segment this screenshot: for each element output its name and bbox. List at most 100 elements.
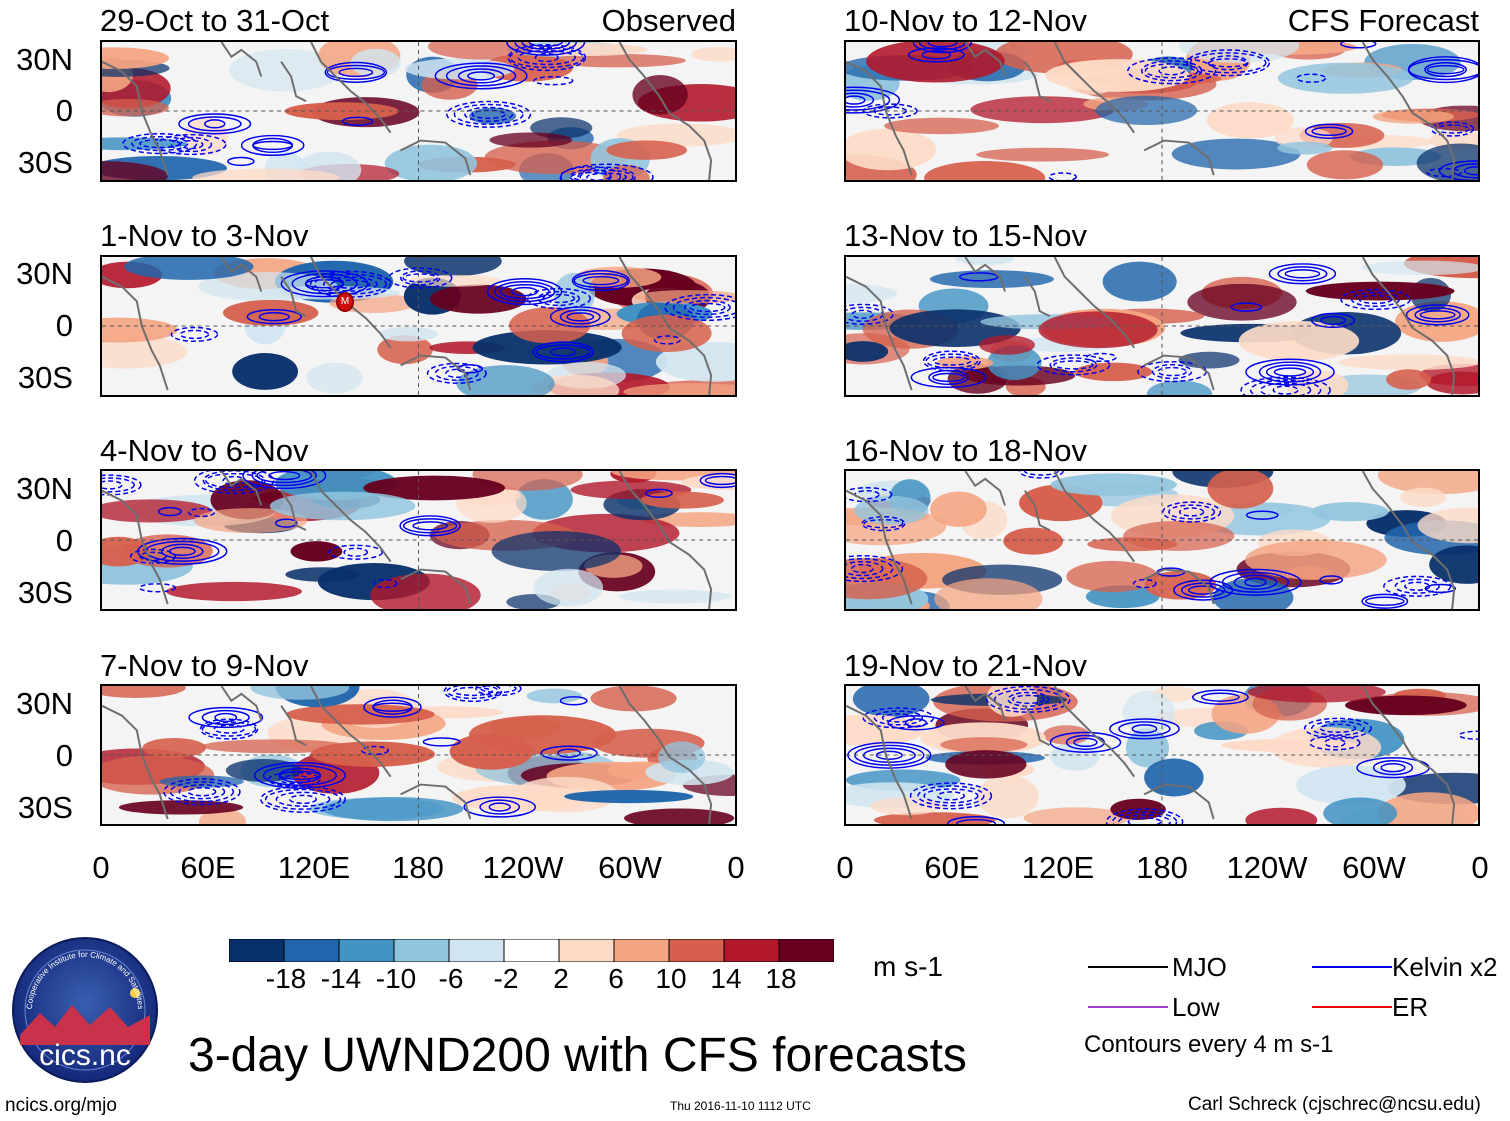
- colorbar-swatch: [283, 939, 340, 962]
- anomaly-shade: [468, 715, 617, 755]
- kelvin-contour: [1438, 160, 1478, 180]
- anomaly-shade: [102, 334, 188, 369]
- anomaly-shade: [1244, 539, 1387, 580]
- lon-label-0: 0: [836, 850, 854, 885]
- anomaly-shade: [936, 356, 994, 370]
- kelvin-contour: [947, 815, 1005, 824]
- kelvin-contour: [256, 471, 313, 484]
- kelvin-contour: [102, 480, 123, 490]
- kelvin-contour: [932, 372, 965, 383]
- kelvin-contour: [422, 737, 461, 747]
- kelvin-contour: [1200, 692, 1240, 702]
- anomaly-shade: [1038, 311, 1158, 349]
- kelvin-contour: [537, 290, 580, 307]
- kelvin-contour: [434, 62, 528, 90]
- kelvin-contour: [102, 477, 135, 493]
- colorbar-swatch: [668, 939, 725, 962]
- anomaly-shade: [574, 266, 662, 288]
- kelvin-contour: [923, 788, 979, 804]
- anomaly-shade: [193, 508, 308, 534]
- kelvin-contour: [559, 696, 588, 706]
- colorbar-swatch: [448, 939, 505, 962]
- kelvin-contour: [122, 132, 198, 155]
- kelvin-contour: [1320, 315, 1346, 326]
- kelvin-contour: [644, 488, 673, 498]
- lat-label-0: 0: [55, 93, 73, 128]
- anomaly-shade: [1187, 283, 1297, 321]
- kelvin-contour: [1311, 126, 1347, 137]
- kelvin-contour: [372, 699, 413, 715]
- kelvin-contour: [170, 136, 213, 153]
- kelvin-contour: [1404, 581, 1431, 591]
- kelvin-contour: [179, 139, 204, 150]
- mjo-marker: M: [336, 292, 354, 312]
- anomaly-shade: [852, 686, 930, 718]
- anomaly-shade: [1102, 261, 1177, 302]
- kelvin-contour: [846, 89, 891, 111]
- anomaly-shade: [979, 335, 1035, 355]
- kelvin-contour: [573, 272, 629, 289]
- lon-label-0: 0: [92, 850, 110, 885]
- colorbar-swatch: [393, 939, 450, 962]
- anomaly-shade: [1171, 138, 1301, 170]
- kelvin-contour: [549, 306, 611, 328]
- colorbar-units: m s-1: [873, 951, 943, 982]
- coastline: [668, 541, 713, 609]
- anomaly-shade: [124, 257, 254, 280]
- kelvin-contour: [532, 341, 594, 363]
- kelvin-contour: [361, 745, 389, 756]
- coastline: [618, 257, 671, 329]
- kelvin-contour: [1230, 302, 1263, 312]
- coastline: [400, 354, 472, 391]
- kelvin-contour: [582, 275, 620, 286]
- kelvin-contour: [275, 791, 331, 807]
- kelvin-contour: [227, 156, 255, 167]
- kelvin-contour: [204, 119, 226, 129]
- kelvin-contour: [1265, 364, 1315, 380]
- kelvin-contour: [1273, 367, 1307, 377]
- contour-note: Contours every 4 m s-1: [1084, 1031, 1334, 1058]
- lat-label-30s: 30S: [17, 575, 73, 610]
- anomaly-shade: [1361, 260, 1478, 276]
- kelvin-contour: [188, 507, 216, 518]
- coastline: [220, 257, 263, 292]
- kelvin-contour: [480, 686, 517, 694]
- anomaly-shade: [363, 475, 506, 501]
- kelvin-contour: [1073, 737, 1098, 748]
- colorbar-tick-label: 14: [710, 963, 742, 994]
- kelvin-contour: [986, 686, 1071, 713]
- anomaly-shade: [1372, 109, 1455, 124]
- logo-name: cics.nc: [39, 1039, 131, 1072]
- kelvin-contour: [1372, 760, 1414, 776]
- kelvin-contour: [1244, 577, 1267, 587]
- kelvin-contour: [927, 42, 958, 48]
- kelvin-contour: [1419, 310, 1456, 320]
- kelvin-contour: [1132, 578, 1157, 589]
- kelvin-contour: [267, 771, 321, 788]
- lon-label-120e: 120E: [277, 850, 351, 885]
- lon-label-120w: 120W: [482, 850, 564, 885]
- kelvin-contour: [1414, 307, 1461, 323]
- anomaly-shade: [1045, 59, 1190, 92]
- kelvin-contour: [1162, 501, 1222, 523]
- anomaly-shade: [1323, 797, 1398, 824]
- anomaly-shade: [606, 140, 688, 160]
- coastline: [1411, 756, 1456, 824]
- panel-title-fcst-1: 10-Nov to 12-Nov: [844, 3, 1087, 38]
- kelvin-contour: [922, 350, 981, 372]
- kelvin-contour: [1303, 717, 1372, 739]
- legend-label-kelvin: Kelvin x2: [1392, 952, 1498, 982]
- anomaly-shade: [370, 573, 481, 609]
- coastline: [1053, 471, 1135, 563]
- legend-line-kelvin: [1312, 966, 1392, 968]
- kelvin-contour: [1245, 358, 1335, 386]
- kelvin-contour: [1048, 172, 1077, 180]
- coastline: [220, 471, 263, 506]
- lat-label-30s: 30S: [17, 360, 73, 395]
- kelvin-contour: [912, 42, 972, 54]
- legend-label-er: ER: [1392, 992, 1429, 1022]
- kelvin-contour: [907, 47, 965, 63]
- kelvin-contour: [169, 781, 235, 803]
- kelvin-contour: [341, 116, 374, 126]
- kelvin-contour: [214, 712, 238, 723]
